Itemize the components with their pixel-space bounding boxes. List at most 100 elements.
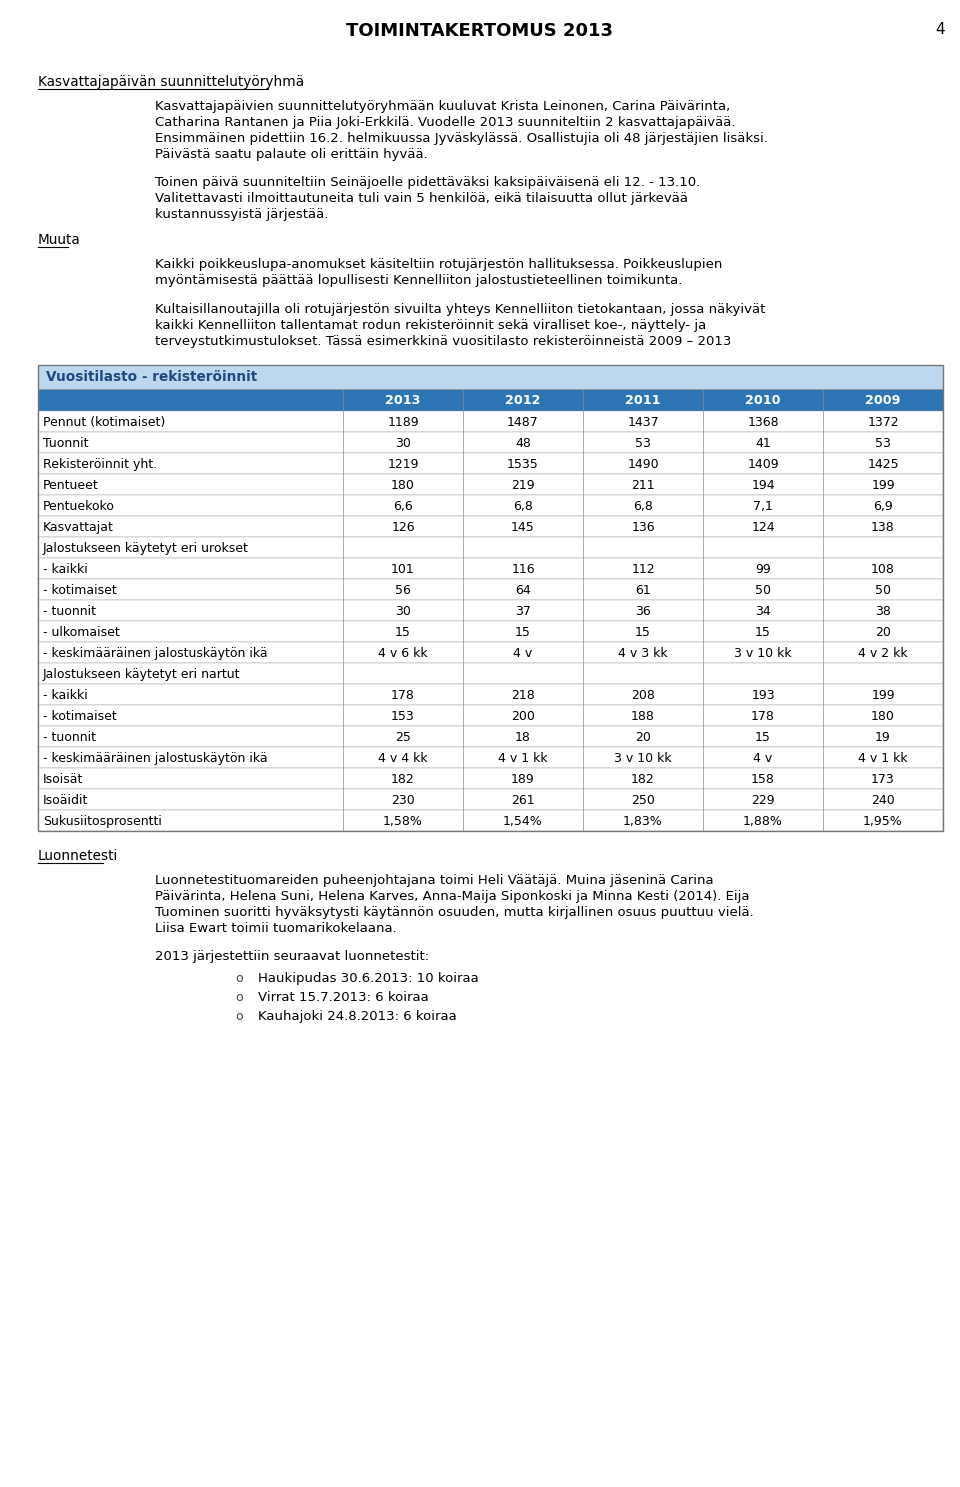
Text: Luonnetestituomareiden puheenjohtajana toimi Heli Väätäjä. Muina jäseninä Carina: Luonnetestituomareiden puheenjohtajana t… (155, 874, 754, 935)
Text: 1,83%: 1,83% (623, 815, 662, 828)
Text: 180: 180 (871, 709, 895, 723)
Text: Jalostukseen käytetyt eri nartut: Jalostukseen käytetyt eri nartut (43, 668, 241, 681)
Text: 1,95%: 1,95% (863, 815, 902, 828)
Text: Pentueet: Pentueet (43, 479, 99, 492)
Text: 41: 41 (756, 437, 771, 451)
Bar (38, 454, 943, 474)
Bar (38, 767, 943, 790)
Bar (38, 433, 943, 454)
Bar (38, 495, 943, 516)
Text: 194: 194 (751, 479, 775, 492)
Text: - kaikki: - kaikki (43, 564, 87, 575)
Text: 6,8: 6,8 (633, 500, 653, 513)
Text: 182: 182 (631, 773, 655, 787)
Bar (38, 516, 943, 537)
Text: 229: 229 (751, 794, 775, 807)
Text: Haukipudas 30.6.2013: 10 koiraa: Haukipudas 30.6.2013: 10 koiraa (258, 972, 479, 984)
Bar (38, 558, 943, 578)
Text: Isoisät: Isoisät (43, 773, 84, 787)
Text: 4 v: 4 v (754, 752, 773, 764)
Text: 1,54%: 1,54% (503, 815, 542, 828)
Text: 218: 218 (511, 688, 535, 702)
Text: 15: 15 (636, 626, 651, 639)
Bar (38, 642, 943, 663)
Text: 48: 48 (516, 437, 531, 451)
Text: 34: 34 (756, 605, 771, 619)
Text: 15: 15 (396, 626, 411, 639)
Text: Rekisteröinnit yht.: Rekisteröinnit yht. (43, 458, 157, 471)
Text: 50: 50 (755, 584, 771, 596)
Text: 112: 112 (631, 564, 655, 575)
Text: 2009: 2009 (865, 394, 900, 407)
Text: - keskimääräinen jalostuskäytön ikä: - keskimääräinen jalostuskäytön ikä (43, 752, 268, 764)
Bar (38, 790, 943, 810)
Text: 136: 136 (631, 520, 655, 534)
Text: 1535: 1535 (507, 458, 539, 471)
Text: 230: 230 (391, 794, 415, 807)
Text: 6,8: 6,8 (513, 500, 533, 513)
Text: Kultaisillanoutajilla oli rotujärjestön sivuilta yhteys Kennelliiton tietokantaa: Kultaisillanoutajilla oli rotujärjestön … (155, 303, 765, 348)
Bar (38, 390, 943, 410)
Text: 199: 199 (871, 479, 895, 492)
Text: 180: 180 (391, 479, 415, 492)
Text: Vuositilasto - rekisteröinnit: Vuositilasto - rekisteröinnit (46, 370, 257, 384)
Text: 1368: 1368 (747, 416, 779, 430)
Text: 2011: 2011 (625, 394, 660, 407)
Text: 64: 64 (516, 584, 531, 596)
Text: 50: 50 (875, 584, 891, 596)
Text: 4 v 1 kk: 4 v 1 kk (858, 752, 908, 764)
Text: 15: 15 (756, 732, 771, 744)
Text: 1189: 1189 (387, 416, 419, 430)
Text: Tuonnit: Tuonnit (43, 437, 88, 451)
Text: - kotimaiset: - kotimaiset (43, 709, 117, 723)
Text: 19: 19 (876, 732, 891, 744)
Text: 219: 219 (511, 479, 535, 492)
Text: 153: 153 (391, 709, 415, 723)
Text: 138: 138 (871, 520, 895, 534)
Text: 116: 116 (511, 564, 535, 575)
Text: 7,1: 7,1 (753, 500, 773, 513)
Bar (38, 746, 943, 767)
Text: 38: 38 (876, 605, 891, 619)
Text: Muuta: Muuta (38, 233, 81, 247)
Text: 208: 208 (631, 688, 655, 702)
Text: 18: 18 (516, 732, 531, 744)
Text: 20: 20 (636, 732, 651, 744)
Text: 200: 200 (511, 709, 535, 723)
Text: 199: 199 (871, 688, 895, 702)
Text: 25: 25 (396, 732, 411, 744)
Text: 6,9: 6,9 (874, 500, 893, 513)
Text: Kaikki poikkeuslupa-anomukset käsiteltiin rotujärjestön hallituksessa. Poikkeusl: Kaikki poikkeuslupa-anomukset käsiteltii… (155, 259, 722, 287)
Bar (38, 705, 943, 726)
Text: 188: 188 (631, 709, 655, 723)
Text: Isoäidit: Isoäidit (43, 794, 88, 807)
Bar (38, 474, 943, 495)
Text: 1490: 1490 (627, 458, 659, 471)
Bar (38, 726, 943, 746)
Text: 4 v 4 kk: 4 v 4 kk (378, 752, 428, 764)
Text: 53: 53 (636, 437, 651, 451)
Text: 4 v 1 kk: 4 v 1 kk (498, 752, 548, 764)
Text: - kotimaiset: - kotimaiset (43, 584, 117, 596)
Text: - tuonnit: - tuonnit (43, 732, 96, 744)
Text: 1409: 1409 (747, 458, 779, 471)
Text: 1372: 1372 (867, 416, 899, 430)
Bar (38, 684, 943, 705)
Bar (38, 810, 943, 831)
Text: 145: 145 (511, 520, 535, 534)
Text: TOIMINTAKERTOMUS 2013: TOIMINTAKERTOMUS 2013 (347, 22, 613, 40)
Text: 3 v 10 kk: 3 v 10 kk (734, 647, 792, 660)
Text: 1,58%: 1,58% (383, 815, 423, 828)
Text: 124: 124 (751, 520, 775, 534)
Text: 126: 126 (391, 520, 415, 534)
Text: 1425: 1425 (867, 458, 899, 471)
Text: 3 v 10 kk: 3 v 10 kk (614, 752, 672, 764)
Text: 2013 järjestettiin seuraavat luonnetestit:: 2013 järjestettiin seuraavat luonnetesti… (155, 950, 429, 964)
Text: o: o (235, 1010, 243, 1023)
Text: 4 v 6 kk: 4 v 6 kk (378, 647, 428, 660)
Text: 101: 101 (391, 564, 415, 575)
Text: 1487: 1487 (507, 416, 539, 430)
Text: - keskimääräinen jalostuskäytön ikä: - keskimääräinen jalostuskäytön ikä (43, 647, 268, 660)
Text: 4 v 2 kk: 4 v 2 kk (858, 647, 908, 660)
Text: 261: 261 (511, 794, 535, 807)
